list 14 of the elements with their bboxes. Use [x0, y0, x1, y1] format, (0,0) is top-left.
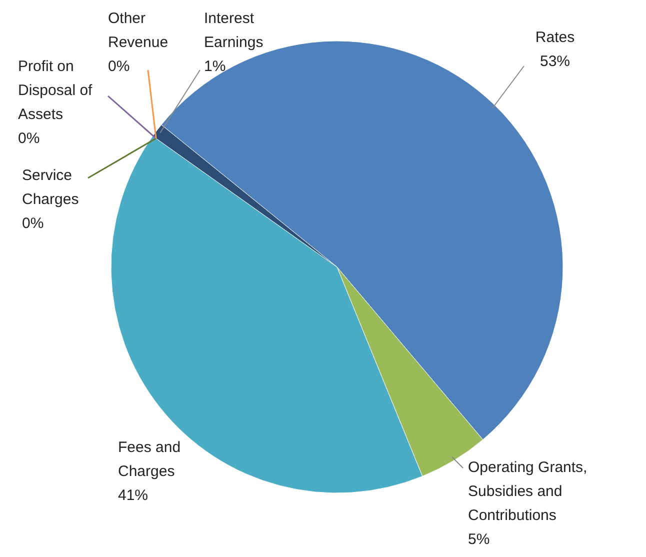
text: 0% [18, 130, 40, 147]
data-label: 5% [468, 531, 490, 548]
text: 0% [108, 58, 130, 75]
slice-label: Operating Grants, Subsidies and Contributions [468, 459, 588, 524]
data-label: 41% [118, 487, 148, 504]
slice-label: Fees and Charges [118, 439, 181, 480]
data-label: 53% [540, 53, 570, 70]
slice-label: Interest Earnings [204, 10, 264, 51]
slice-label: Rates [535, 29, 575, 46]
text: 0% [22, 215, 44, 232]
category-label: Other Revenue [108, 10, 168, 51]
category-label: Service Charges [22, 167, 79, 208]
category-label: Profit on Disposal of Assets [18, 58, 92, 123]
data-label: 1% [204, 58, 226, 75]
